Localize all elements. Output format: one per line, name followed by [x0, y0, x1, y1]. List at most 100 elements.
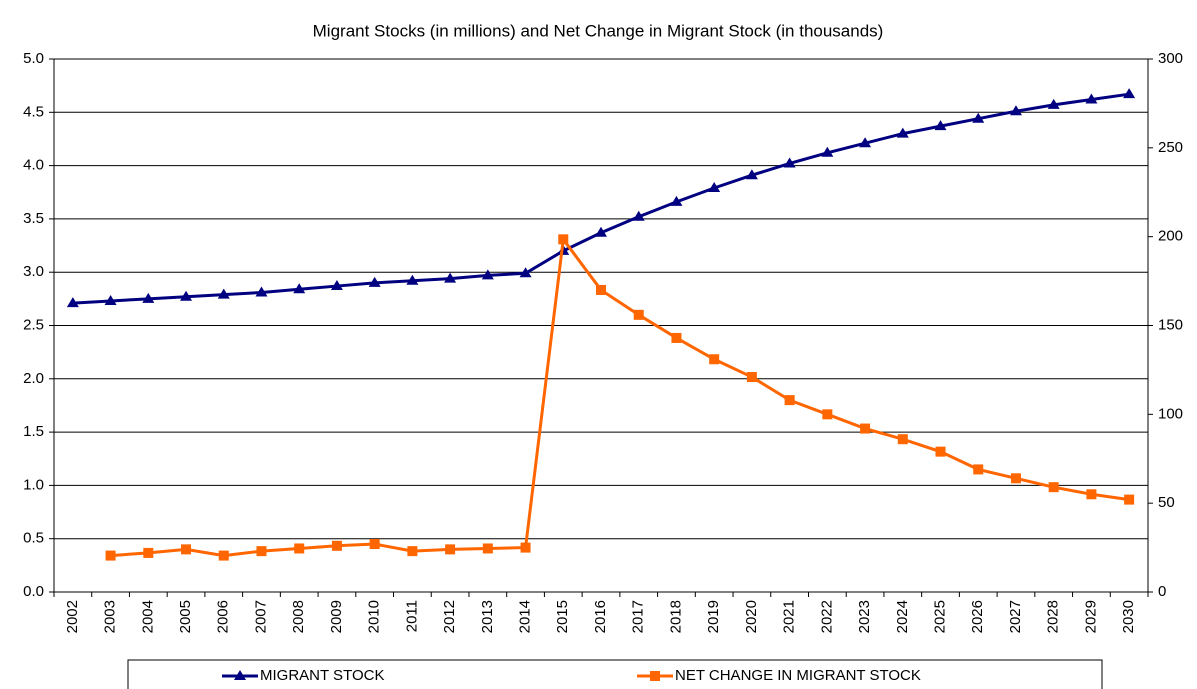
x-tick-label: 2010: [366, 600, 383, 633]
y2-tick-label: 200: [1158, 228, 1183, 245]
data-point: [1010, 473, 1021, 484]
data-point: [256, 546, 267, 557]
y-tick-label: 2.0: [23, 370, 44, 387]
data-point: [633, 309, 644, 320]
data-point: [445, 544, 456, 555]
y2-tick-label: 100: [1158, 405, 1183, 422]
x-tick-label: 2019: [705, 600, 722, 633]
legend-marker: [650, 671, 660, 681]
y-tick-label: 3.5: [23, 210, 44, 227]
y-tick-label: 4.0: [23, 157, 44, 174]
x-tick-label: 2022: [818, 600, 835, 633]
data-point: [595, 226, 607, 237]
y-tick-label: 1.0: [23, 476, 44, 493]
legend-label: MIGRANT STOCK: [260, 667, 384, 684]
x-tick-label: 2027: [1007, 600, 1024, 633]
data-point: [860, 423, 871, 434]
y2-tick-label: 50: [1158, 494, 1175, 511]
y2-tick-label: 0: [1158, 583, 1166, 600]
y2-tick-label: 250: [1158, 139, 1183, 156]
data-point: [1123, 88, 1136, 99]
data-point: [1048, 482, 1059, 493]
x-tick-label: 2008: [290, 600, 307, 633]
data-point: [142, 292, 155, 303]
data-point: [369, 539, 380, 550]
x-tick-label: 2014: [517, 600, 534, 633]
data-point: [1085, 93, 1098, 104]
x-tick-label: 2021: [781, 600, 798, 633]
data-point: [972, 112, 985, 123]
y-tick-label: 0.5: [23, 530, 44, 547]
x-tick-label: 2026: [969, 600, 986, 633]
x-tick-label: 2025: [931, 600, 948, 633]
x-tick-label: 2028: [1045, 600, 1062, 633]
data-point: [632, 210, 645, 221]
data-point: [180, 290, 193, 301]
data-point: [896, 127, 909, 138]
data-point: [407, 546, 418, 557]
data-point: [1009, 105, 1022, 116]
x-tick-label: 2020: [743, 600, 760, 633]
y-tick-label: 4.5: [23, 103, 44, 120]
x-tick-label: 2004: [139, 600, 156, 633]
data-point: [934, 120, 947, 131]
x-tick-label: 2013: [479, 600, 496, 633]
data-point: [482, 543, 493, 554]
data-point: [406, 274, 419, 285]
x-tick-label: 2003: [102, 600, 119, 633]
x-tick-label: 2011: [403, 600, 420, 632]
series-line: [110, 235, 1130, 558]
data-point: [709, 354, 720, 365]
x-tick-label: 2018: [667, 600, 684, 633]
y-tick-label: 2.5: [23, 316, 44, 333]
data-point: [1047, 98, 1060, 109]
data-point: [859, 137, 872, 148]
data-point: [745, 169, 758, 180]
data-point: [973, 464, 984, 475]
x-tick-label: 2024: [894, 600, 911, 633]
y-tick-label: 0.0: [23, 583, 44, 600]
data-point: [368, 276, 381, 287]
data-point: [822, 409, 833, 420]
legend-box: [127, 659, 1103, 689]
data-point: [255, 286, 268, 297]
x-tick-label: 2007: [252, 600, 269, 633]
legend-label: NET CHANGE IN MIGRANT STOCK: [675, 667, 921, 684]
data-point: [66, 297, 79, 308]
x-tick-label: 2015: [554, 600, 571, 633]
data-point: [181, 544, 192, 555]
data-point: [1124, 494, 1135, 505]
data-point: [670, 195, 683, 206]
data-point: [783, 157, 796, 168]
data-point: [143, 547, 154, 558]
data-point: [330, 280, 343, 291]
x-tick-label: 2002: [64, 600, 81, 633]
data-point: [104, 294, 117, 305]
data-point: [596, 284, 606, 295]
y2-tick-label: 150: [1158, 316, 1183, 333]
y2-tick-label: 300: [1158, 50, 1183, 67]
x-tick-label: 2006: [215, 600, 232, 633]
data-point: [1086, 489, 1097, 500]
data-point: [331, 540, 342, 551]
data-point: [105, 550, 116, 561]
data-point: [293, 283, 306, 294]
y-tick-label: 5.0: [23, 50, 44, 67]
legend-marker: [234, 670, 246, 680]
data-point: [444, 272, 457, 283]
data-point: [935, 446, 946, 457]
y-tick-label: 1.5: [23, 423, 44, 440]
data-point: [671, 332, 682, 343]
data-point: [784, 395, 795, 406]
data-point: [821, 146, 834, 157]
data-point: [294, 543, 305, 554]
x-tick-label: 2017: [630, 600, 647, 633]
data-point: [481, 269, 494, 280]
data-point: [520, 542, 531, 553]
data-point: [217, 288, 230, 299]
x-tick-label: 2029: [1082, 600, 1099, 633]
x-tick-label: 2023: [856, 600, 873, 633]
data-point: [558, 234, 569, 245]
data-point: [519, 267, 532, 278]
